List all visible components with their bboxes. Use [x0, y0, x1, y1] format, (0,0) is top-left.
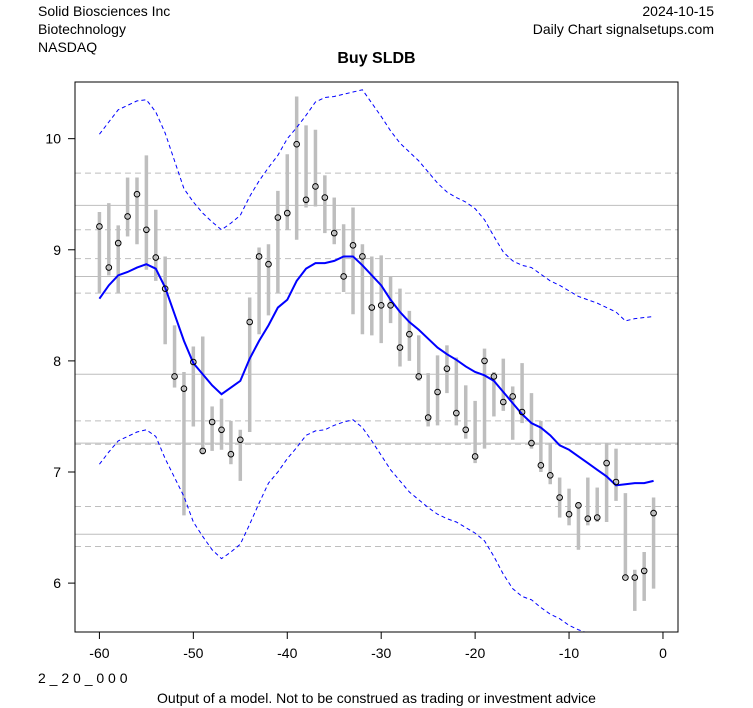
x-tick-label: -10: [559, 645, 579, 661]
close-point: [518, 408, 526, 416]
close-point: [312, 183, 319, 190]
close-point: [593, 514, 601, 521]
close-point: [105, 264, 113, 271]
close-point: [528, 439, 535, 447]
close-point: [424, 414, 432, 421]
close-point: [368, 304, 376, 311]
close-point: [349, 242, 357, 249]
close-point: [584, 515, 592, 522]
close-point: [396, 344, 404, 351]
chart-title: Buy SLDB: [337, 50, 416, 67]
close-point: [283, 209, 291, 217]
close-point: [330, 229, 338, 237]
close-point: [443, 365, 451, 372]
close-point: [499, 398, 507, 406]
close-point: [453, 409, 460, 417]
disclaimer: Output of a model. Not to be construed a…: [157, 690, 596, 706]
plot-frame: [74, 81, 679, 633]
close-point: [546, 472, 554, 479]
x-tick-label: -50: [183, 645, 203, 661]
close-point: [631, 574, 639, 581]
close-point: [293, 140, 300, 148]
close-point: [208, 418, 216, 426]
sector: Biotechnology: [38, 21, 126, 37]
close-point: [340, 273, 347, 280]
close-point: [434, 388, 441, 396]
close-point: [124, 213, 131, 220]
close-point: [377, 302, 385, 309]
close-point: [650, 509, 657, 517]
x-tick-label: -60: [89, 645, 109, 661]
chart-date: 2024-10-15: [642, 3, 714, 19]
close-point: [509, 393, 516, 400]
x-tick-label: 0: [659, 645, 667, 661]
close-point: [143, 226, 150, 234]
close-point: [133, 190, 141, 198]
close-point: [406, 330, 413, 338]
close-point: [321, 194, 329, 201]
close-point: [462, 426, 470, 434]
close-point: [481, 357, 488, 365]
company-name: Solid Biosciences Inc: [38, 3, 171, 19]
close-point: [161, 285, 169, 292]
close-point: [537, 462, 545, 469]
close-point: [556, 494, 563, 501]
close-point: [565, 510, 573, 518]
close-point: [227, 450, 235, 458]
close-point: [490, 373, 498, 380]
exchange: NASDAQ: [38, 39, 98, 55]
close-point: [612, 478, 620, 486]
close-point: [640, 567, 648, 575]
close-point: [603, 459, 610, 467]
close-point: [274, 214, 282, 221]
close-point: [171, 373, 178, 380]
close-point: [622, 574, 629, 581]
close-point: [387, 302, 394, 309]
close-point: [180, 385, 188, 392]
close-point: [96, 223, 103, 230]
y-tick-label: 8: [53, 353, 61, 369]
close-point: [237, 436, 244, 444]
close-point: [114, 239, 122, 247]
lower-band-line: [99, 419, 587, 632]
close-point: [415, 373, 423, 380]
y-tick-label: 6: [53, 575, 61, 591]
close-point: [302, 196, 310, 204]
close-point: [575, 502, 582, 509]
y-tick-label: 9: [53, 242, 61, 258]
close-point: [190, 358, 197, 366]
close-point: [246, 318, 254, 326]
model-code: 2 _ 2 0 _ 0 0 0: [38, 670, 128, 686]
chart-source: Daily Chart signalsetups.com: [532, 21, 714, 37]
close-point: [199, 447, 207, 455]
y-tick-label: 7: [53, 464, 61, 480]
x-tick-label: -20: [465, 645, 485, 661]
x-tick-label: -30: [371, 645, 391, 661]
close-point: [218, 426, 225, 434]
close-point: [265, 260, 272, 268]
upper-band-line: [99, 89, 654, 322]
close-point: [471, 453, 479, 460]
y-tick-label: 10: [45, 131, 61, 147]
close-point: [359, 253, 366, 260]
x-tick-label: -40: [277, 645, 297, 661]
close-point: [152, 254, 160, 261]
plot-content: [75, 89, 678, 632]
close-point: [255, 253, 263, 260]
